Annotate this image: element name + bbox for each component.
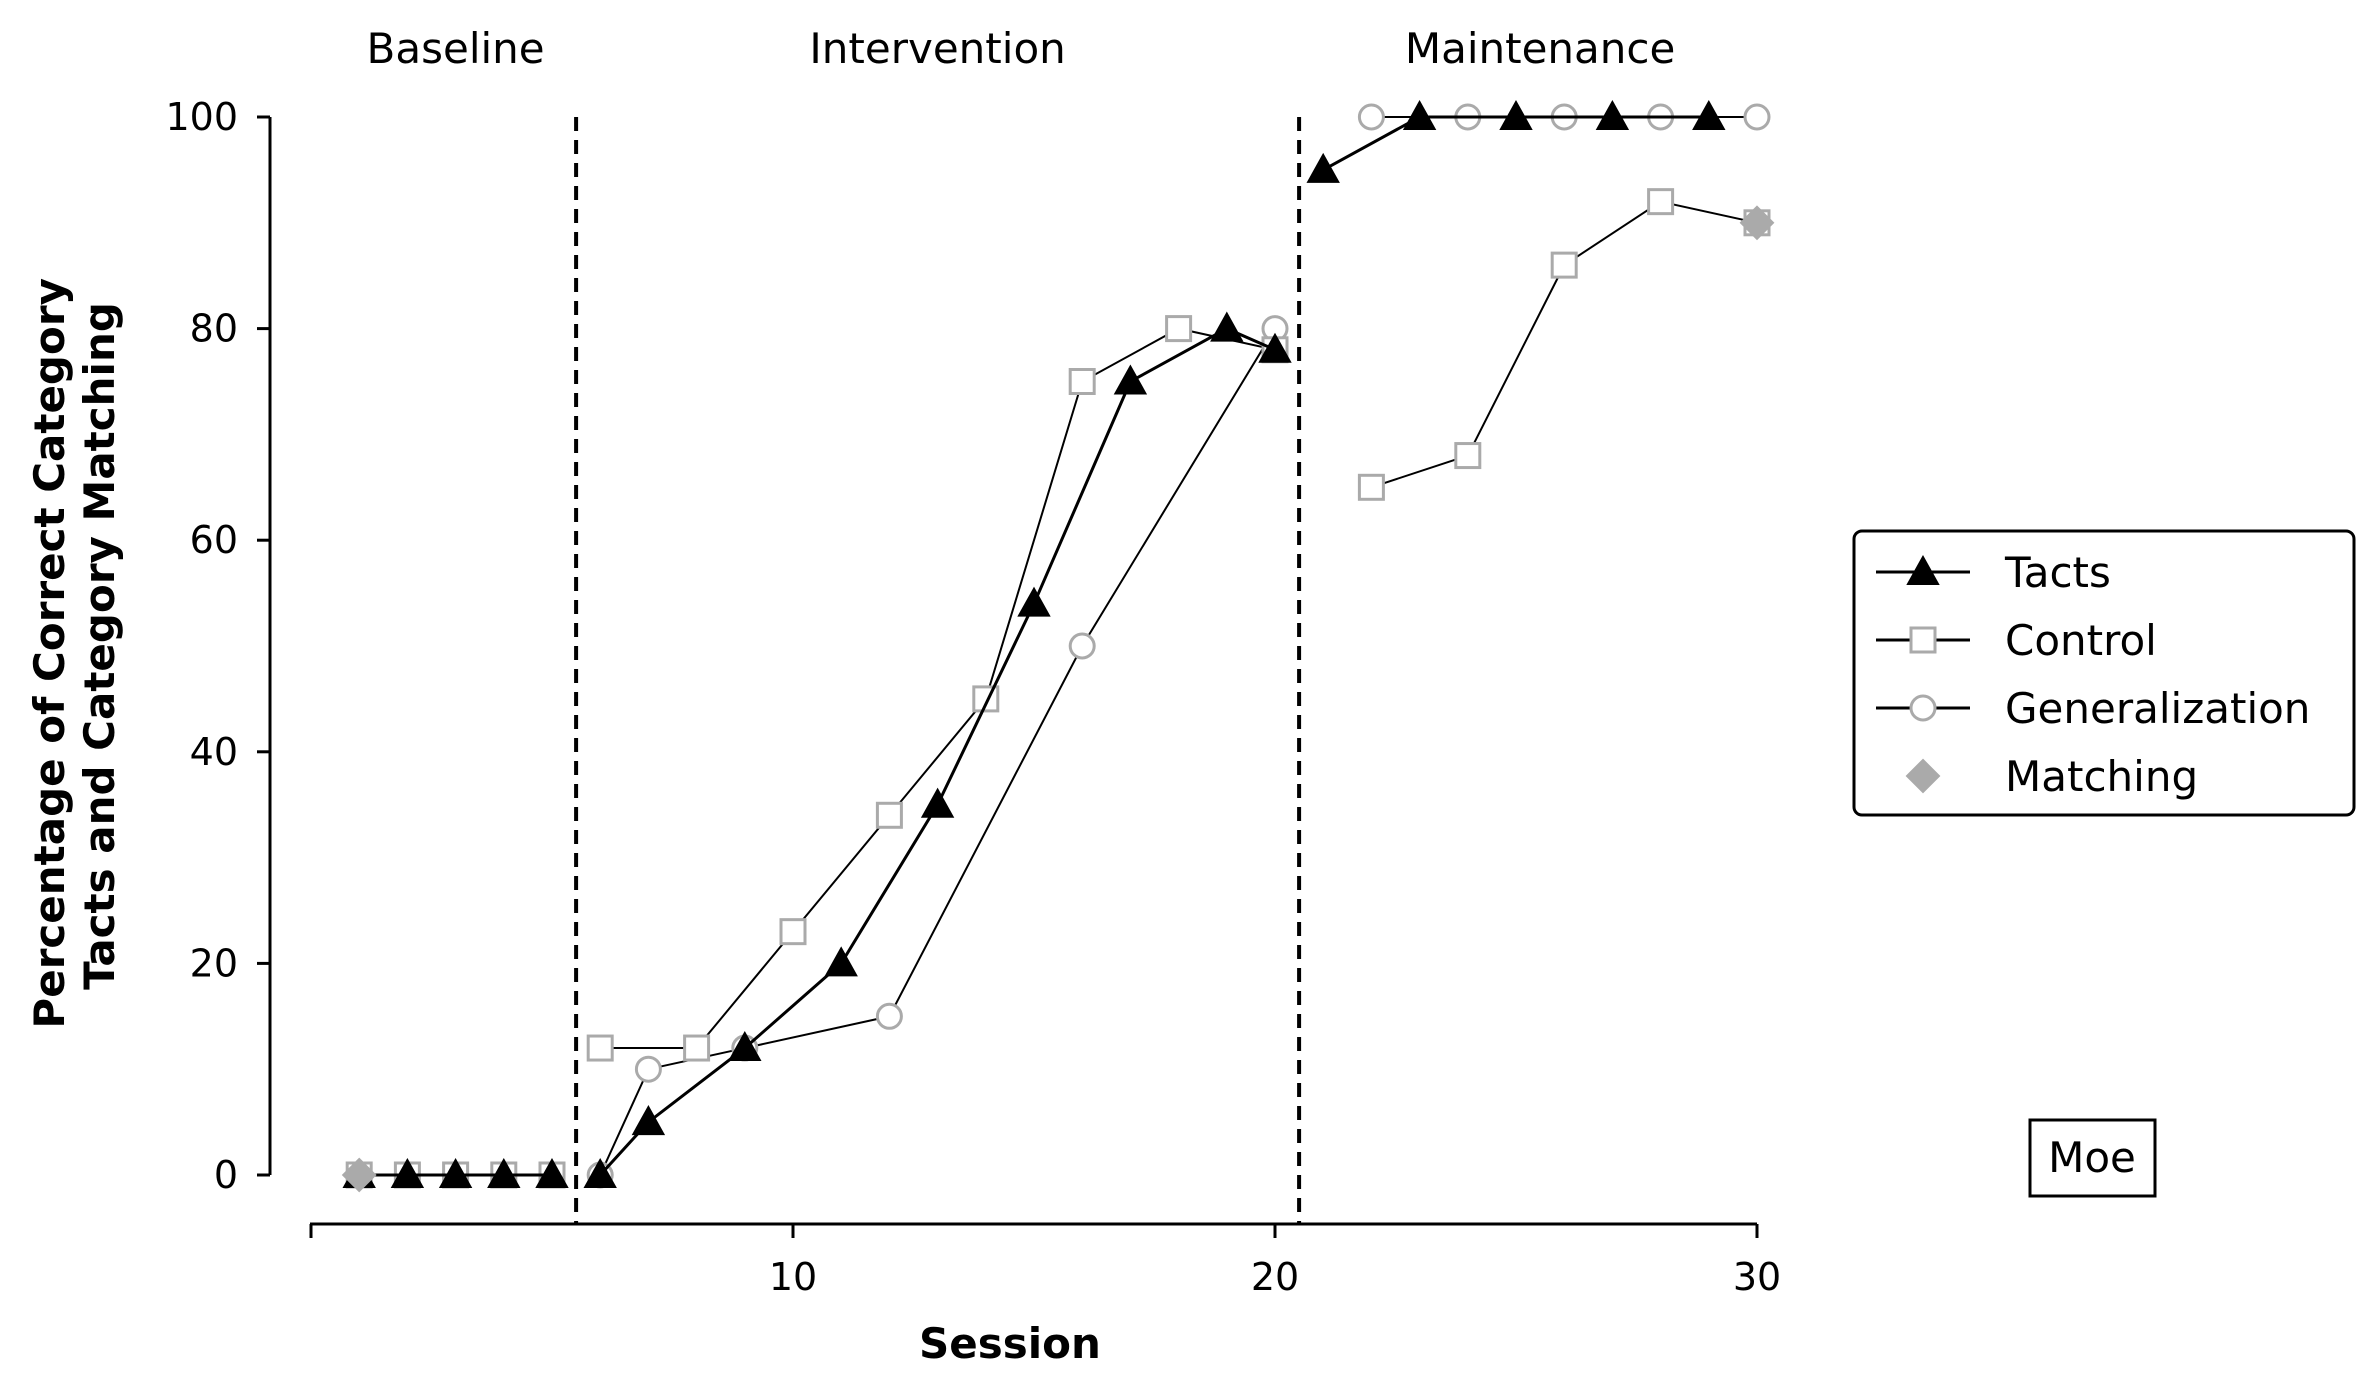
- generalization-point: [1068, 632, 1096, 660]
- tacts-point: [1595, 99, 1630, 130]
- tacts-point: [438, 1157, 473, 1188]
- tacts-point: [1692, 99, 1726, 130]
- series-control: [345, 188, 1771, 1189]
- control-line: [1371, 200, 1758, 489]
- matching-point: [341, 1157, 377, 1193]
- axes: [268, 117, 1757, 1226]
- tacts-point: [728, 1030, 762, 1062]
- control-point: [875, 801, 903, 829]
- y-axis-title-line-1: Percentage of Correct Category: [25, 278, 74, 1029]
- participant-label-box: Moe: [2028, 1118, 2157, 1198]
- x-tick-label: 20: [1251, 1255, 1299, 1299]
- control-point: [1647, 188, 1675, 216]
- participant-box: [2028, 1118, 2157, 1198]
- control-point: [586, 1034, 614, 1062]
- control-line: [600, 327, 1276, 1050]
- tacts-point: [1210, 311, 1244, 342]
- y-tick-label: 80: [190, 307, 238, 351]
- y-tick-label: 60: [190, 518, 238, 562]
- tacts-point: [1306, 152, 1340, 183]
- legend-marker-generalization: [1909, 694, 1937, 722]
- legend-marker-control: [1909, 626, 1937, 654]
- y-axis-title: Percentage of Correct Category Tacts and…: [25, 263, 124, 1028]
- legend: Tacts Control Generalization Matching: [1852, 529, 2356, 817]
- phase-label-baseline: Baseline: [367, 24, 545, 73]
- control-point: [1165, 315, 1193, 343]
- control-point: [779, 918, 807, 946]
- tacts-point: [1017, 586, 1051, 617]
- phase-labels: Baseline Intervention Maintenance: [367, 24, 1676, 73]
- generalization-point: [1743, 103, 1771, 131]
- phase-label-intervention: Intervention: [809, 24, 1065, 73]
- phase-label-maintenance: Maintenance: [1405, 24, 1675, 73]
- x-tick-label: 30: [1733, 1255, 1781, 1299]
- control-point: [1454, 442, 1482, 470]
- legend-box: [1852, 529, 2356, 817]
- x-ticks: 10 20 30: [309, 1224, 1781, 1299]
- series-tacts: [342, 99, 1726, 1188]
- tacts-point: [1499, 99, 1533, 130]
- generalization-point: [875, 1002, 903, 1030]
- x-axis-title: Session: [919, 1319, 1101, 1368]
- legend-item-control: Control: [1876, 616, 2157, 665]
- legend-item-generalization: Generalization: [1876, 684, 2310, 733]
- control-point: [1357, 473, 1385, 501]
- tacts-point: [535, 1157, 569, 1188]
- legend-item-matching: Matching: [1905, 752, 2198, 801]
- legend-label-generalization: Generalization: [2005, 684, 2310, 733]
- series-matching: [341, 205, 1775, 1193]
- tacts-point: [390, 1157, 425, 1188]
- control-point: [1068, 368, 1096, 395]
- tacts-point: [1402, 99, 1437, 130]
- tacts-point: [920, 787, 955, 818]
- tacts-point: [1258, 332, 1292, 363]
- legend-marker-tacts: [1906, 554, 1940, 585]
- y-ticks: 0 20 40 60 80 100: [165, 95, 270, 1197]
- y-tick-label: 0: [214, 1153, 238, 1197]
- y-tick-label: 40: [190, 730, 238, 774]
- tacts-point: [631, 1105, 666, 1136]
- series-layer: [341, 99, 1775, 1193]
- x-tick-label: 10: [769, 1255, 817, 1299]
- legend-item-tacts: Tacts: [1876, 548, 2111, 597]
- tacts-point: [824, 946, 858, 977]
- phase-lines: [574, 117, 1302, 1224]
- legend-marker-matching: [1905, 758, 1941, 794]
- generalization-point: [634, 1055, 662, 1083]
- legend-label-tacts: Tacts: [2004, 548, 2111, 597]
- control-point: [1550, 251, 1578, 279]
- y-axis-title-line-2: Tacts and Category Matching: [75, 302, 124, 990]
- legend-label-matching: Matching: [2005, 752, 2198, 801]
- generalization-point: [1357, 103, 1385, 131]
- control-point: [683, 1034, 711, 1062]
- matching-point: [1739, 205, 1775, 241]
- y-tick-label: 20: [190, 941, 238, 985]
- legend-label-control: Control: [2005, 616, 2157, 665]
- participant-name: Moe: [2048, 1133, 2136, 1182]
- tacts-point: [487, 1157, 521, 1188]
- tacts-point: [583, 1157, 617, 1188]
- generalization-line: [599, 328, 1276, 1176]
- y-tick-label: 100: [165, 95, 238, 139]
- tacts-point: [1113, 364, 1148, 395]
